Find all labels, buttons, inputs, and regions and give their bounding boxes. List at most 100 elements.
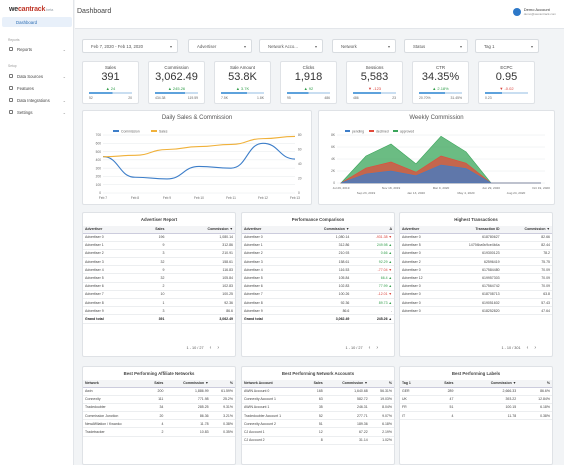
account-menu[interactable]: Demo Account demo@wecantrack.com — [512, 7, 556, 16]
column-header[interactable]: Commission ▼ — [166, 226, 235, 234]
date-range-picker[interactable]: Feb 7, 2020 - Feb 13, 2020 ▾ — [82, 39, 178, 53]
table-row[interactable]: Advertiser 0 618708713 63.8 — [400, 290, 552, 300]
table-row[interactable]: IT 4 11.78 0.38% — [400, 411, 552, 421]
column-header[interactable]: % — [210, 380, 235, 388]
brand-logo[interactable]: wecantrackbeta — [9, 6, 54, 13]
table-cell: 34 — [145, 403, 166, 413]
table-row[interactable]: Advertiser 12 619957303 70.09 — [400, 273, 552, 283]
column-header[interactable]: Commission ▼ — [501, 226, 552, 234]
table-cell: 391 — [135, 314, 167, 324]
table-row[interactable]: Connexity Account 1 63 582.72 19.03% — [242, 395, 394, 404]
table-row[interactable]: AWIN Account 1 35 246.31 8.04% — [242, 403, 394, 413]
status-filter[interactable]: Status ▾ — [404, 39, 468, 53]
tag-filter[interactable]: Tag 1 ▾ — [475, 39, 539, 53]
table-cell: 32 — [135, 273, 167, 283]
column-header[interactable]: Sales — [304, 380, 325, 388]
table-row[interactable]: Advertiser 9 3 86.6 — [83, 306, 235, 316]
column-header[interactable]: Network — [83, 380, 146, 388]
network-account-filter[interactable]: Network Acco... ▾ — [259, 39, 323, 53]
table-row[interactable]: Advertiser 8 92.36 89.73 ▲ — [242, 298, 394, 308]
table-row[interactable]: Advertiser 3 32 158.61 — [83, 257, 235, 267]
column-header[interactable]: Sales — [135, 226, 167, 234]
table-row[interactable]: Advertiser 5 14794ba9c9ce4b4a 82.44 — [400, 241, 552, 250]
chevron-left-icon[interactable]: ‹ — [526, 345, 529, 351]
table-row[interactable]: UK 47 393.22 12.84% — [400, 395, 552, 404]
table-row[interactable]: NewAffiliation / Kwanko 4 11.78 0.38% — [83, 419, 235, 429]
table-row[interactable]: Advertiser 0 618780627 82.66 — [400, 233, 552, 242]
column-header[interactable]: Sales — [427, 380, 456, 388]
chevron-right-icon[interactable]: › — [534, 345, 536, 351]
table-cell: 92.29 ▲ — [351, 257, 394, 267]
chevron-left-icon[interactable]: ‹ — [368, 345, 371, 351]
column-header[interactable]: % — [369, 380, 394, 388]
table-row[interactable]: Advertiser 0 617564742 70.09 — [400, 282, 552, 291]
table-row[interactable]: Advertiser 6 102.83 77.99 ▲ — [242, 282, 394, 291]
column-header[interactable]: Sales — [145, 380, 166, 388]
table-row[interactable]: Advertiser 0 619300123 78.2 — [400, 249, 552, 259]
table-title: Performance Comparison — [291, 217, 345, 222]
table-row[interactable]: CJ Account 1 12 67.22 2.19% — [242, 427, 394, 437]
sidebar-item-settings[interactable]: Settings ⌄ — [0, 107, 74, 117]
table-row[interactable]: Tradedoubler 34 285.25 9.31% — [83, 403, 235, 413]
column-header[interactable]: Transaction ID — [442, 226, 502, 234]
table-row[interactable]: Advertiser 5 32 105.84 — [83, 273, 235, 283]
sidebar-item-data-integrations[interactable]: Data Integrations ⌄ — [0, 95, 74, 105]
table-cell: 62596419 — [442, 257, 502, 267]
network-filter[interactable]: Network ▾ — [332, 39, 396, 53]
chevron-down-icon: ▾ — [387, 43, 390, 49]
table-row[interactable]: Advertiser 0 617584480 70.09 — [400, 265, 552, 275]
sidebar-item-dashboard[interactable]: Dashboard — [2, 17, 72, 27]
table-row[interactable]: Advertiser 5 105.84 66.4 ▲ — [242, 273, 394, 283]
table-cell: 9 — [135, 241, 167, 250]
table-row[interactable]: Tradedoubler Account 1 52 277.71 9.07% — [242, 411, 394, 421]
column-header[interactable]: Network Account — [242, 380, 305, 388]
table-row[interactable]: Advertiser 1 312.86 249.98 ▲ — [242, 241, 394, 250]
table-row[interactable]: Advertiser 0 1,080.14 -931.38 ▼ — [242, 233, 394, 242]
table-row[interactable]: Advertiser 0 196 1,080.14 — [83, 233, 235, 242]
table-row[interactable]: FR 51 100.15 6.18% — [400, 403, 552, 413]
chevron-right-icon[interactable]: › — [217, 345, 219, 351]
column-header[interactable]: Commission ▼ — [324, 380, 370, 388]
advertiser-filter[interactable]: Advertiser ▾ — [188, 39, 252, 53]
table-row[interactable]: Tradetracker 2 10.83 0.35% — [83, 427, 235, 437]
chevron-right-icon[interactable]: › — [376, 345, 378, 351]
column-header[interactable]: Advertiser — [400, 226, 443, 234]
column-header[interactable]: % — [518, 380, 552, 388]
table-row[interactable]: Commission Junction 20 86.36 3.21% — [83, 411, 235, 421]
table-row[interactable]: Advertiser 4 9 116.83 — [83, 265, 235, 275]
chevron-left-icon[interactable]: ‹ — [209, 345, 212, 351]
data-table: Advertiser Transaction ID Commission ▼ Adve… — [400, 226, 552, 316]
table-row[interactable]: Advertiser 1 9 312.86 — [83, 241, 235, 250]
table-row[interactable]: AWIN Account 0 165 1,640.68 56.31% — [242, 387, 394, 396]
kpi-range-bar — [353, 92, 396, 94]
column-header[interactable]: Commission ▼ — [455, 380, 519, 388]
table-row[interactable]: Advertiser 0 619051602 57.43 — [400, 298, 552, 308]
sidebar-item-features[interactable]: Features — [0, 83, 74, 93]
table-row[interactable]: GER 289 2,666.33 86.6% — [400, 387, 552, 396]
table-row[interactable]: Advertiser 4 116.53 -77.04 ▼ — [242, 265, 394, 275]
table-row[interactable]: Advertiser 0 618252820 47.64 — [400, 306, 552, 316]
column-header[interactable]: Tag 1 — [400, 380, 428, 388]
column-header[interactable]: Commission ▼ — [165, 380, 211, 388]
column-header[interactable]: Δ — [351, 226, 394, 234]
table-row[interactable]: Awin 200 1,886.99 61.59% — [83, 387, 235, 396]
table-row[interactable]: Advertiser 6 2 102.83 — [83, 282, 235, 291]
sidebar-item-reports[interactable]: Reports ⌄ — [0, 44, 74, 54]
table-row[interactable]: Advertiser 3 158.61 92.29 ▲ — [242, 257, 394, 267]
table-row[interactable]: Advertiser 2 210.93 0.66 ▲ — [242, 249, 394, 259]
table-row[interactable]: Advertiser 9 86.6- — [242, 306, 394, 316]
column-header[interactable]: Advertiser — [242, 226, 290, 234]
table-row[interactable]: Advertiser 7 10 100.25 — [83, 290, 235, 300]
table-row[interactable]: Advertiser 2 62596419 75.75 — [400, 257, 552, 267]
table-cell: 2.19% — [369, 427, 394, 437]
sidebar-item-data-sources[interactable]: Data Sources ⌄ — [0, 71, 74, 81]
table-row[interactable]: Advertiser 7 100.26 -12.01 ▼ — [242, 290, 394, 300]
table-row[interactable]: Advertiser 2 3 210.91 — [83, 249, 235, 259]
table-row[interactable]: Connexity Account 2 51 189.36 6.18% — [242, 419, 394, 429]
table-row[interactable]: Connexity 111 771.98 25.2% — [83, 395, 235, 404]
table-row[interactable]: CJ Account 2 8 31.14 1.02% — [242, 436, 394, 445]
table-row[interactable]: Advertiser 8 1 92.36 — [83, 298, 235, 308]
column-header[interactable]: Commission ▼ — [289, 226, 352, 234]
column-header[interactable]: Advertiser — [83, 226, 136, 234]
table-cell: 78.2 — [501, 249, 552, 259]
